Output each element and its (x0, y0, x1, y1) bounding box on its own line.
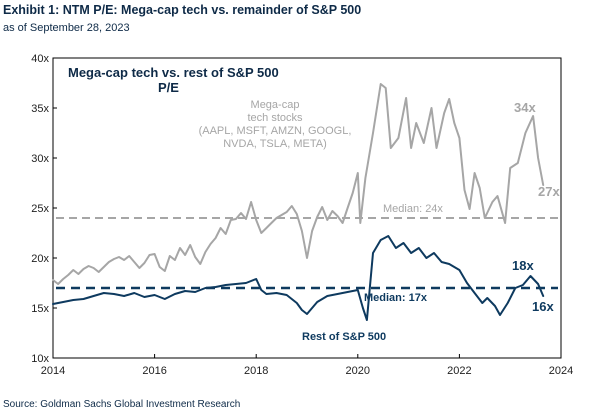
y-tick-label: 15x (31, 303, 49, 315)
series-line-rest (52, 235, 545, 321)
y-axis-ticks: 10x 15x 20x 25x 30x 35x 40x (31, 53, 57, 365)
mega-cap-series-label: Mega-cap tech stocks (AAPL, MSFT, AMZN, … (199, 99, 352, 150)
mega-cap-last-label: 27x (538, 184, 560, 199)
plot-frame (52, 57, 562, 359)
mega-cap-label-line-3: (AAPL, MSFT, AMZN, GOOGL, (199, 125, 352, 137)
y-tick-label: 40x (31, 53, 49, 65)
rest-peak-label: 18x (512, 258, 534, 273)
y-tick-label: 20x (31, 253, 49, 265)
y-tick-label: 35x (31, 103, 49, 115)
x-tick-label: 2016 (142, 365, 166, 377)
mega-cap-label-line-1: Mega-cap (251, 99, 300, 111)
source-note: Source: Goldman Sachs Global Investment … (3, 399, 241, 410)
chart-title: Mega-cap tech vs. rest of S&P 500 (68, 65, 279, 80)
mega-cap-label-line-4: NVDA, TSLA, META) (223, 138, 327, 150)
chart-subtitle: P/E (158, 80, 179, 95)
series-line-mega (52, 83, 545, 285)
x-tick-label: 2022 (447, 365, 471, 377)
mega-cap-label-line-2: tech stocks (247, 112, 303, 124)
rest-series-label: Rest of S&P 500 (302, 331, 386, 343)
mega-cap-peak-label: 34x (514, 100, 536, 115)
x-tick-label: 2018 (244, 365, 268, 377)
x-tick-label: 2020 (346, 365, 370, 377)
y-tick-label: 30x (31, 153, 49, 165)
exhibit-subtitle: as of September 28, 2023 (3, 22, 130, 34)
y-tick-label: 10x (31, 353, 49, 365)
median-lines: Median: 24x Median: 17x (56, 203, 558, 304)
exhibit-title: Exhibit 1: NTM P/E: Mega-cap tech vs. re… (3, 3, 362, 17)
median-label-rest: Median: 17x (364, 292, 428, 304)
median-label-mega: Median: 24x (383, 203, 443, 215)
y-tick-label: 25x (31, 203, 49, 215)
x-tick-label: 2024 (549, 365, 573, 377)
x-tick-label: 2014 (41, 365, 65, 377)
x-axis-ticks: 2014 2016 2018 2020 2022 2024 (41, 354, 573, 377)
series-lines (52, 83, 545, 321)
rest-last-label: 16x (532, 299, 554, 314)
